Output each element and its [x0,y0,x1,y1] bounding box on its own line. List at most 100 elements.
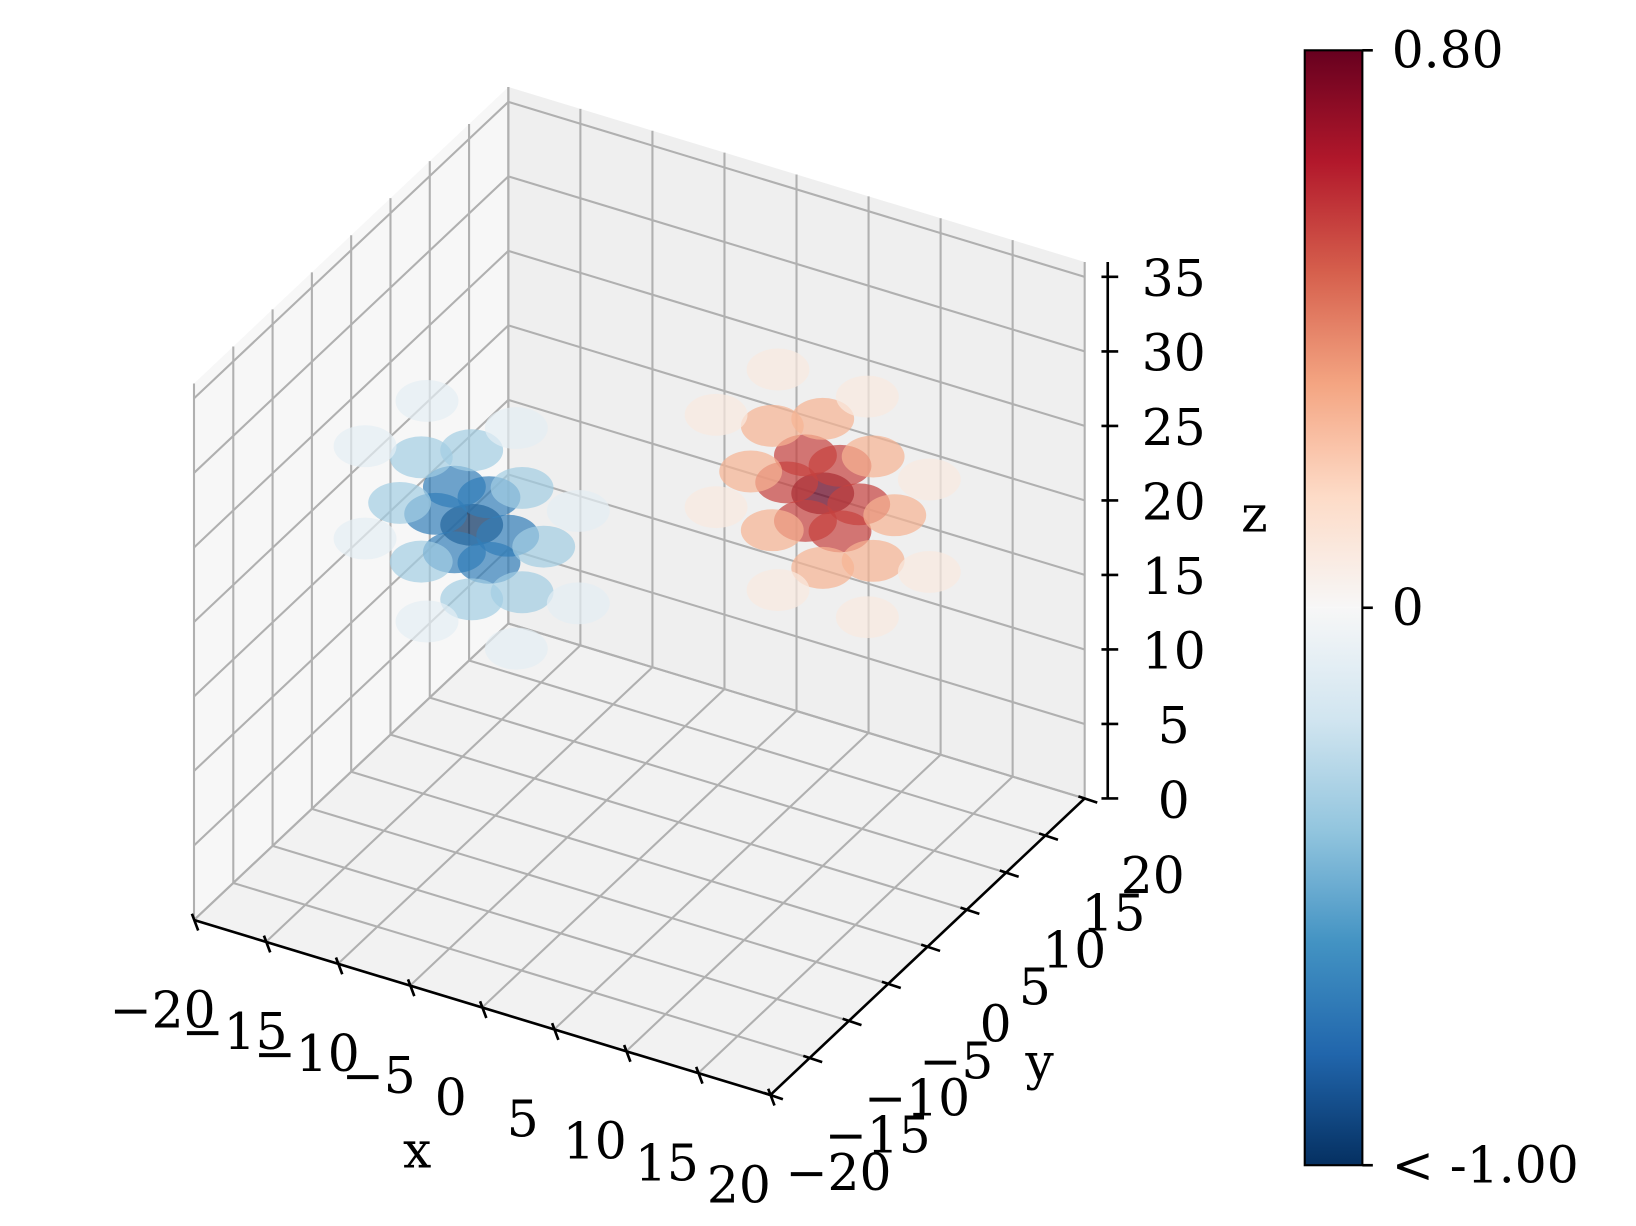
scatter-point [841,539,905,582]
grid-line [508,622,1085,800]
x-tick-mark [478,1000,488,1019]
grid-line [390,733,968,911]
scatter-point [863,494,927,537]
scatter-point [841,435,905,478]
grid-line [468,659,1046,837]
scatter-point [546,582,610,625]
y-tick-mark [881,980,902,990]
colorbar-tick-label: 0 [1392,578,1424,637]
z-tick-label: 15 [1142,547,1206,606]
scatter-point [490,466,554,509]
x-tick-label: 10 [563,1112,627,1171]
grid-line [311,807,889,985]
scatter-point [740,404,804,447]
colorbar-tick-label: < -1.00 [1392,1135,1579,1194]
z-tick-label: 10 [1142,622,1206,681]
scatter-point [333,517,397,560]
y-tick-label: 10 [1042,920,1106,979]
z-tick-label: 35 [1142,249,1206,308]
y-tick-label: −5 [919,1032,993,1091]
grid-line [350,770,928,948]
z-axis-label: z [1241,485,1268,544]
colorbar-tick-label: 0.80 [1392,20,1504,79]
grid-line [429,696,1007,874]
scatter-point [746,348,810,391]
y-tick-mark [802,1054,823,1064]
x-tick-mark [622,1044,632,1063]
y-tick-mark [763,1091,784,1101]
x-tick-label: 15 [635,1133,699,1192]
scatter-point [490,571,554,614]
y-tick-label: 5 [1019,957,1051,1016]
x-tick-mark [262,935,272,953]
scatter-point [746,569,810,612]
x-axis-label: x [403,1121,431,1180]
scatter-point [484,407,548,450]
z-tick-label: 25 [1142,398,1206,457]
scatter-point [684,393,748,436]
grid-line [508,100,1085,278]
scatter-point [835,596,899,639]
y-tick-label: −10 [864,1069,970,1128]
y-tick-mark [1077,795,1098,804]
y-tick-mark [920,943,941,953]
y-tick-label: −20 [785,1143,891,1202]
grid-line [272,844,850,1022]
z-tick-label: 5 [1158,696,1190,755]
x-tick-mark [550,1022,560,1041]
y-tick-mark [960,906,980,916]
y-axis-label: y [1024,1033,1054,1092]
scatter-point [333,425,397,468]
x-tick-label: −15 [182,1002,288,1061]
x-tick-label: −20 [109,980,215,1039]
scatter-point [546,489,610,532]
grid-line [193,622,510,921]
y-tick-label: 0 [980,994,1012,1053]
y-tick-label: −15 [825,1106,931,1165]
x-tick-label: 5 [507,1090,539,1149]
scatter-point [395,600,459,643]
grid-line [508,547,1085,725]
colorbar-high [1304,50,1363,608]
scatter-point [897,550,961,593]
scatter-point [484,627,548,670]
y-tick-mark [842,1017,862,1027]
scatter-point [389,540,453,583]
scatter-point [808,510,872,553]
x-tick-label: 0 [435,1068,467,1127]
scatter-point [368,481,432,524]
scatter-point [897,458,961,501]
grid-line [193,250,510,549]
scatter-point [791,397,855,440]
scatter-point [791,546,855,589]
grid-line [508,249,1085,427]
scatter-point [440,429,504,472]
scatter-point [457,541,521,584]
scatter-point [684,486,748,529]
colorbar-low [1304,607,1363,1166]
z-tick-label: 30 [1142,324,1206,383]
x-tick-mark [406,978,416,997]
y-tick-mark [1038,832,1059,841]
x-tick-mark [190,913,200,931]
grid-line [193,324,510,623]
scatter-point [740,509,804,552]
grid-line [193,101,510,400]
x-tick-label: 20 [707,1155,771,1214]
x-tick-mark [334,957,344,975]
scatter-point [395,379,459,422]
grid-line [232,881,810,1059]
x-tick-label: −5 [342,1046,416,1105]
x-tick-label: −10 [254,1024,360,1083]
y-tick-mark [999,869,1020,879]
points [333,348,961,670]
grid-line [508,175,1085,353]
grid-line [193,175,510,474]
scatter-point [440,578,504,621]
x-tick-mark [694,1066,704,1085]
scatter-point [835,375,899,418]
z-tick-label: 20 [1142,473,1206,532]
z-tick-label: 0 [1158,771,1190,830]
x-tick-mark [767,1088,776,1106]
